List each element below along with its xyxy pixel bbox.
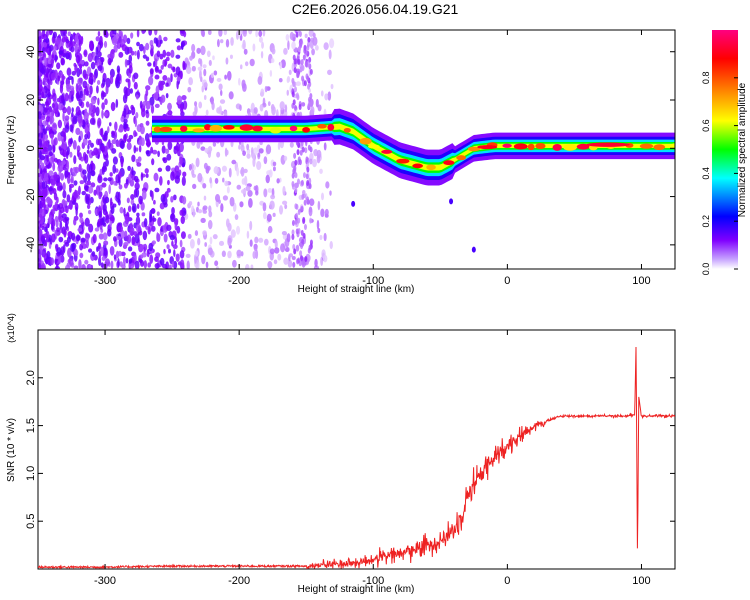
spectrogram-heat [38, 30, 675, 269]
snr-panel: -300 -200 -100 0 100 0.5 1.0 1.5 2.0 Height of … [6, 313, 676, 595]
spectrogram-y-tick-label: -40 [25, 237, 37, 253]
spectrogram-y-ticks: 40 20 0 -20 -40 [25, 46, 675, 253]
snr-x-ticks: -300 -200 -100 0 100 [94, 330, 651, 587]
spectrogram-y-tick-label: 0 [25, 145, 37, 151]
spectrogram-x-ticks: -300 -200 -100 0 100 [94, 30, 651, 287]
snr-y-tick-label: 0.5 [25, 514, 37, 529]
colorbar-tick-label: 0.8 [701, 72, 711, 85]
spectrogram-x-tick-label: -100 [362, 275, 384, 287]
spectrogram-x-tick-label: 100 [632, 275, 650, 287]
snr-x-label: Height of straight line (km) [298, 584, 415, 595]
spectrogram-x-tick-label: -300 [94, 275, 116, 287]
colorbar-tick-label: 0.2 [701, 215, 711, 228]
snr-y-ticks: 0.5 1.0 1.5 2.0 [25, 370, 675, 529]
snr-y-tick-label: 2.0 [25, 370, 37, 385]
snr-series-line [38, 346, 675, 569]
spectrogram-panel: -300 -200 -100 0 100 40 20 0 -20 -40 Height of s… [6, 29, 676, 295]
spectrogram-x-tick-label: -200 [228, 275, 250, 287]
spectrogram-x-tick-label: 0 [504, 275, 510, 287]
snr-scale-note: (x10^4) [6, 313, 16, 343]
spectrogram-y-tick-label: 40 [25, 46, 37, 58]
snr-y-tick-label: 1.0 [25, 466, 37, 481]
snr-x-tick-label: -300 [94, 575, 116, 587]
snr-x-tick-label: -100 [362, 575, 384, 587]
colorbar-label: Normalized spectral amplitude [737, 82, 748, 217]
colorbar: 0.0 0.2 0.4 0.6 0.8 Normalized spectral ampl… [701, 30, 748, 275]
snr-x-tick-label: 100 [632, 575, 650, 587]
colorbar-gradient [712, 30, 738, 269]
colorbar-ticks: 0.0 0.2 0.4 0.6 0.8 [701, 72, 738, 276]
snr-x-tick-label: -200 [228, 575, 250, 587]
spectrogram-x-label: Height of straight line (km) [298, 284, 415, 295]
figure-title: C2E6.2026.056.04.19.G21 [292, 1, 459, 17]
spectrogram-y-tick-label: -20 [25, 189, 37, 205]
colorbar-tick-label: 0.4 [701, 167, 711, 180]
snr-y-label: SNR (10 * v/v) [6, 418, 17, 482]
colorbar-tick-label: 0.0 [701, 263, 711, 276]
snr-x-tick-label: 0 [504, 575, 510, 587]
colorbar-tick-label: 0.6 [701, 119, 711, 132]
snr-y-tick-label: 1.5 [25, 418, 37, 433]
spectrogram-y-label: Frequency (Hz) [6, 116, 17, 185]
spectrogram-y-tick-label: 20 [25, 94, 37, 106]
